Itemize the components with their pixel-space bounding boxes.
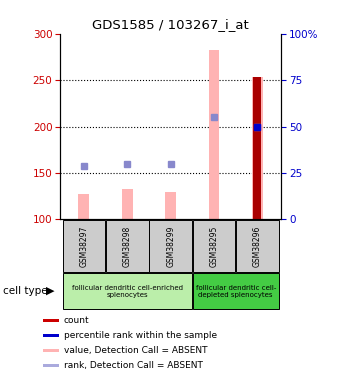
Bar [193, 220, 235, 272]
Title: GDS1585 / 103267_i_at: GDS1585 / 103267_i_at [92, 18, 249, 31]
Bar [43, 334, 59, 337]
Bar [209, 50, 220, 219]
Bar [122, 189, 133, 219]
Bar [43, 364, 59, 367]
Text: ▶: ▶ [46, 286, 55, 296]
Text: percentile rank within the sample: percentile rank within the sample [64, 331, 217, 340]
Bar [150, 220, 192, 272]
Text: rank, Detection Call = ABSENT: rank, Detection Call = ABSENT [64, 361, 203, 370]
Text: GSM38296: GSM38296 [253, 225, 262, 267]
Text: GSM38299: GSM38299 [166, 225, 175, 267]
Bar [106, 220, 149, 272]
Bar [43, 319, 59, 322]
Bar [43, 349, 59, 352]
Bar [165, 192, 176, 219]
Bar [236, 220, 279, 272]
Text: GSM38295: GSM38295 [210, 225, 218, 267]
Bar [63, 220, 105, 272]
Text: GSM38298: GSM38298 [123, 225, 132, 267]
Bar [252, 77, 263, 219]
Bar [79, 194, 89, 219]
Text: follicular dendritic cell-enriched
splenocytes: follicular dendritic cell-enriched splen… [72, 285, 183, 297]
Bar [63, 273, 192, 309]
Text: value, Detection Call = ABSENT: value, Detection Call = ABSENT [64, 346, 208, 355]
Bar [253, 77, 261, 219]
Text: follicular dendritic cell-
depleted splenocytes: follicular dendritic cell- depleted sple… [196, 285, 276, 297]
Text: cell type: cell type [3, 286, 48, 296]
Bar [193, 273, 279, 309]
Text: count: count [64, 316, 90, 325]
Text: GSM38297: GSM38297 [79, 225, 88, 267]
